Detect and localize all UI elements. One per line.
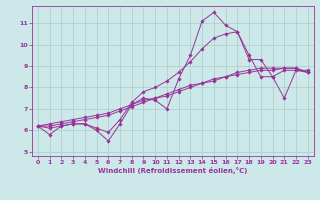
- X-axis label: Windchill (Refroidissement éolien,°C): Windchill (Refroidissement éolien,°C): [98, 167, 247, 174]
